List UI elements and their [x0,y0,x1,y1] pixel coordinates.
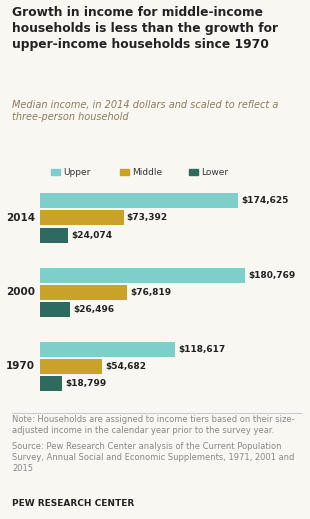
Text: Lower: Lower [201,168,228,176]
Bar [189,169,197,175]
Text: Note: Households are assigned to income tiers based on their size-
adjusted inco: Note: Households are assigned to income … [12,415,295,435]
Bar [40,302,70,317]
Text: $118,617: $118,617 [178,345,225,354]
Text: 1970: 1970 [6,361,35,371]
Bar [40,194,238,209]
Text: Middle: Middle [132,168,162,176]
Text: $54,682: $54,682 [105,362,147,371]
Bar [40,227,68,242]
Text: $18,799: $18,799 [65,379,106,388]
Text: Upper: Upper [63,168,90,176]
Text: $76,819: $76,819 [131,288,172,297]
Bar [40,284,127,299]
Bar [40,268,245,282]
Text: $180,769: $180,769 [249,270,296,280]
Text: Median income, in 2014 dollars and scaled to reflect a
three-person household: Median income, in 2014 dollars and scale… [12,100,279,122]
Text: Growth in income for middle-income
households is less than the growth for
upper-: Growth in income for middle-income house… [12,6,278,51]
Bar [120,169,129,175]
Bar [40,376,62,391]
Text: PEW RESEARCH CENTER: PEW RESEARCH CENTER [12,499,135,508]
Text: $24,074: $24,074 [71,230,112,240]
Bar [51,169,60,175]
Text: 2000: 2000 [6,287,35,297]
Text: $73,392: $73,392 [127,213,168,223]
Text: Source: Pew Research Center analysis of the Current Population
Survey, Annual So: Source: Pew Research Center analysis of … [12,442,295,473]
Bar [40,211,123,225]
Text: $26,496: $26,496 [73,305,115,313]
Text: 2014: 2014 [6,213,35,223]
Bar [40,342,175,357]
Text: $174,625: $174,625 [241,196,289,206]
Bar [40,359,102,374]
